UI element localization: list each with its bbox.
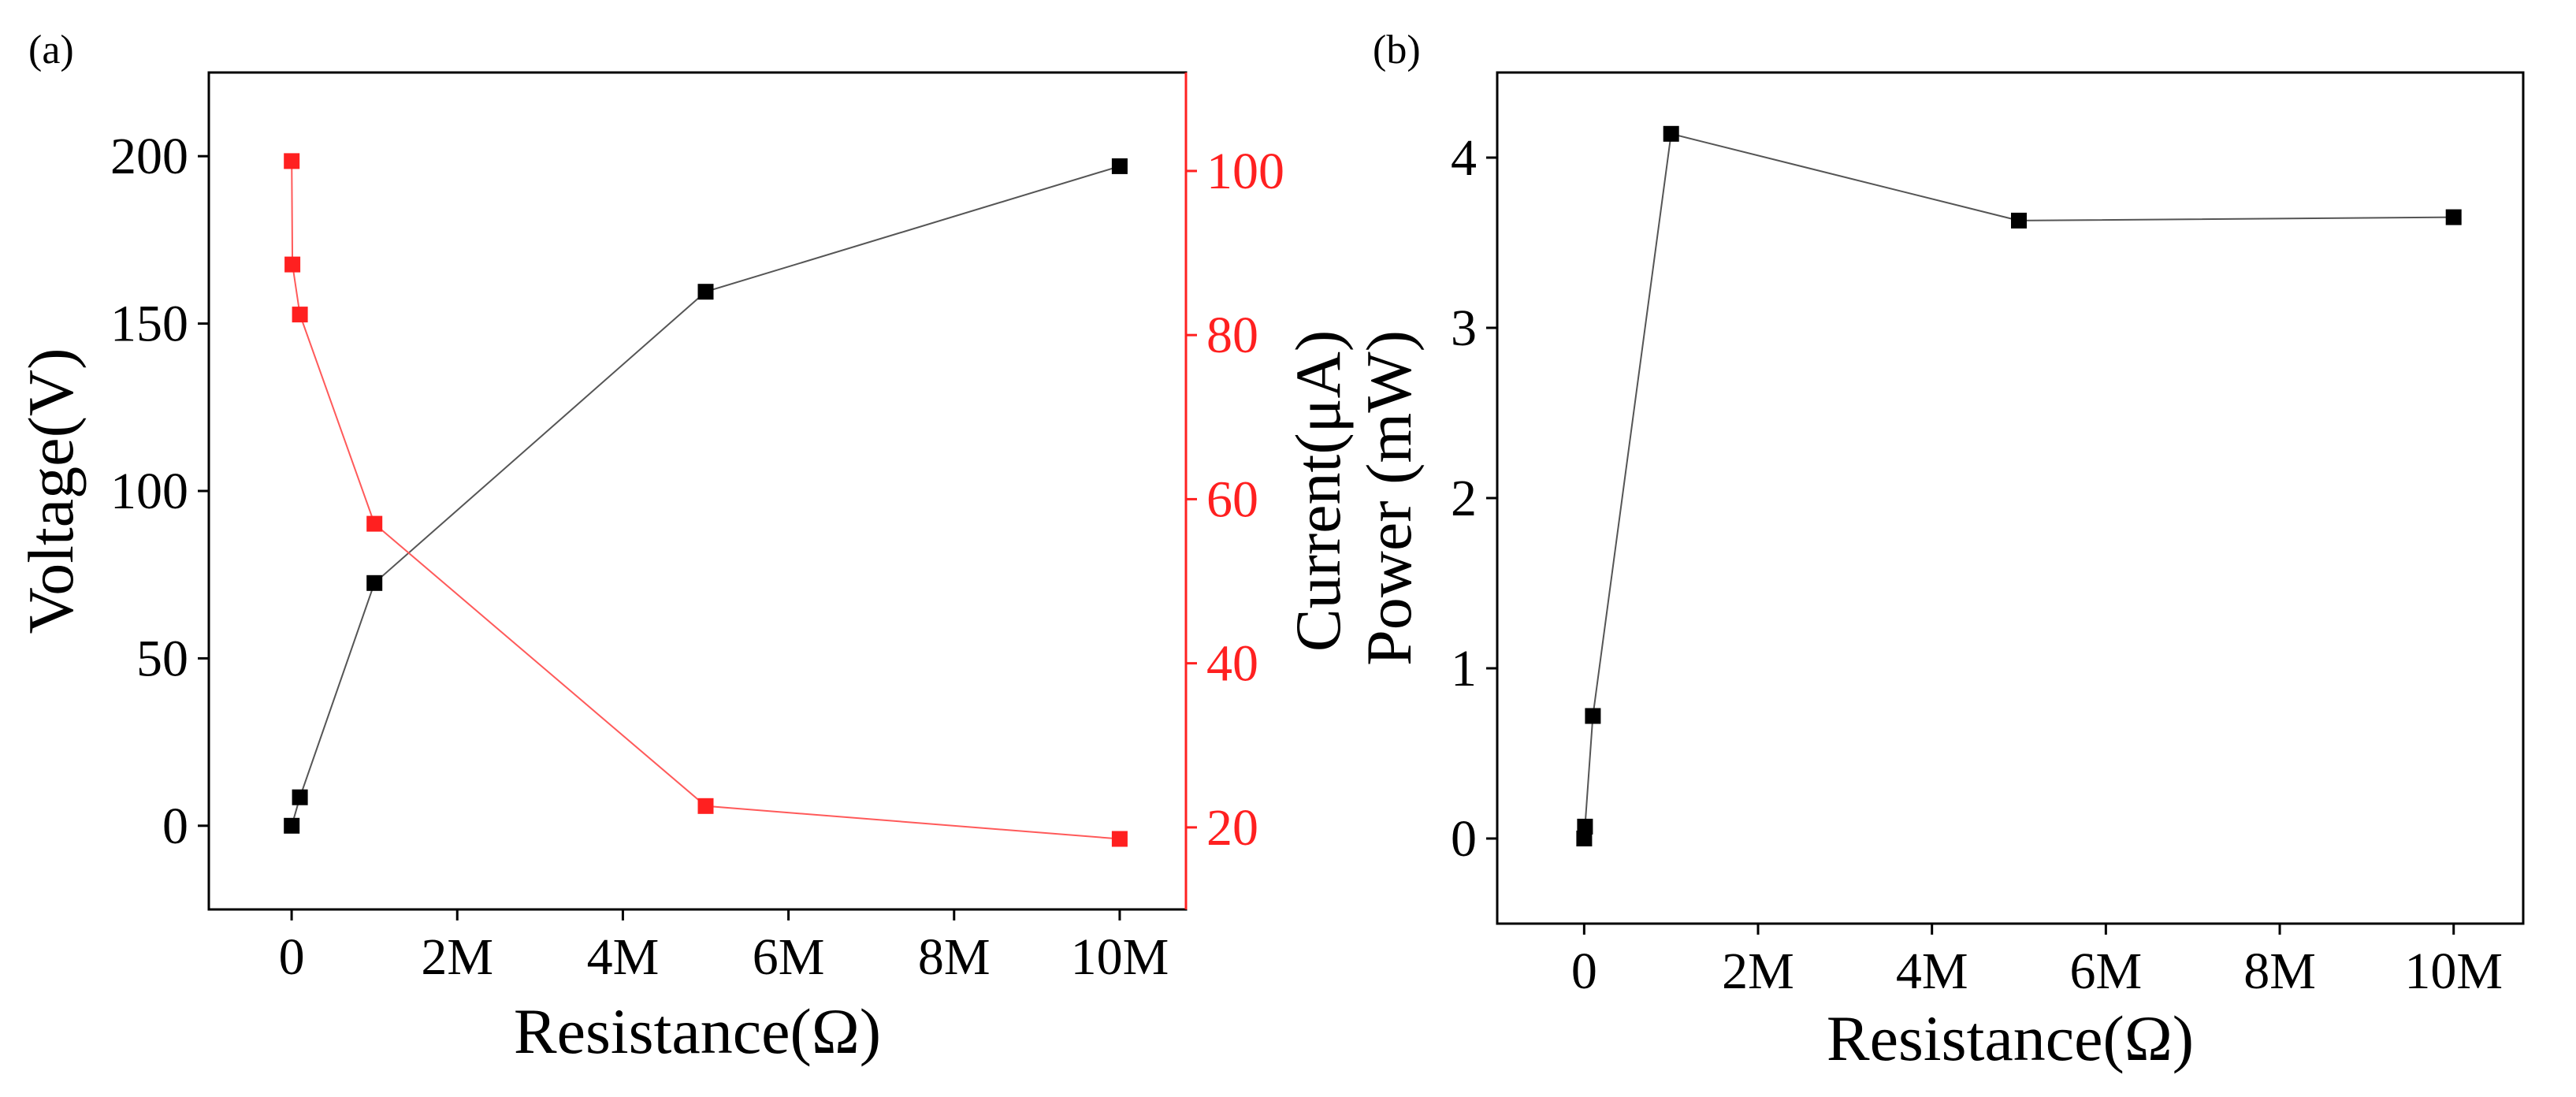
panel-a-current-point [284, 153, 300, 169]
panel-b-label: (b) [1373, 28, 1421, 73]
panel-a-y-axis-title: Voltage(V) [15, 348, 87, 634]
panel-b-x-tick-label: 6M [2070, 943, 2143, 1000]
panel-a-x-tick-label: 8M [918, 928, 991, 986]
panel-a-plot-frame [207, 71, 1188, 911]
panel-b-power-point [1663, 125, 1679, 142]
panel-a-y2-tick-label: 100 [1206, 143, 1284, 200]
panel-a-label: (a) [28, 28, 74, 73]
panel-a-y2-tick-label: 20 [1206, 799, 1258, 857]
panel-a-current-point [366, 515, 383, 532]
panel-b-power-point [1577, 818, 1593, 835]
panel-a-x-tick-label: 10M [1071, 928, 1169, 986]
panel-a-x-ticks: 0 2M 4M 6M 8M 10M [279, 909, 1169, 986]
panel-a-x-tick-label: 6M [753, 928, 825, 986]
panel-a-voltage-line [291, 165, 1121, 827]
panel-a-voltage-point [292, 789, 308, 805]
panel-b-x-tick-label: 8M [2243, 943, 2316, 1000]
panel-a-series [284, 153, 1128, 847]
panel-b-y-tick-label: 1 [1451, 640, 1477, 697]
panel-b-power-point [1576, 831, 1593, 846]
panel-a-voltage-point [697, 284, 714, 300]
panel-a-x-tick-label: 2M [421, 928, 493, 986]
panel-a-current-point [1111, 831, 1128, 847]
panel-b-power-point [2445, 209, 2462, 225]
panel-b-power-point [2011, 212, 2027, 229]
panel-a-voltage-point [284, 817, 300, 834]
panel-b-series [1576, 125, 2462, 846]
panel-a-x-axis-title: Resistance(Ω) [514, 995, 881, 1067]
panel-a-y2-ticks: 20 40 60 80 100 [1186, 143, 1284, 857]
panel-b-y-tick-label: 3 [1451, 299, 1477, 357]
panel-a: (a) 0 2M 4M 6M 8M 10M 0 50 100 150 200 20 40 60 80 10… [15, 28, 1354, 1067]
panel-b-x-ticks: 0 2M 4M 6M 8M 10M [1571, 924, 2503, 1000]
panel-b-x-tick-label: 2M [1722, 943, 1794, 1000]
panel-a-y-tick-label: 200 [110, 128, 188, 185]
panel-a-current-point [284, 256, 301, 273]
panel-b-x-tick-label: 10M [2404, 943, 2503, 1000]
panel-b-power-point [1585, 708, 1601, 724]
panel-a-y-tick-label: 150 [110, 296, 188, 353]
panel-b-y-ticks: 0 1 2 3 4 [1451, 129, 1497, 868]
panel-b-y-axis-title: Power (mW) [1353, 330, 1425, 666]
panel-a-x-tick-label: 4M [587, 928, 660, 986]
panel-a-y-ticks: 0 50 100 150 200 [110, 128, 209, 855]
panel-a-voltage-point [366, 575, 383, 591]
panel-b-plot-frame [1496, 71, 2525, 925]
panel-a-y2-tick-label: 40 [1206, 635, 1258, 693]
panel-b-x-axis-title: Resistance(Ω) [1827, 1002, 2194, 1074]
panel-b-y-tick-label: 0 [1451, 810, 1477, 868]
panel-b-y-tick-label: 4 [1451, 129, 1477, 187]
panel-a-y2-tick-label: 80 [1206, 307, 1258, 364]
panel-a-current-point [697, 798, 714, 814]
panel-a-current-line [291, 161, 1120, 840]
panel-a-y2-axis-title: Current(μA) [1282, 330, 1354, 652]
panel-a-voltage-point [1111, 158, 1128, 174]
panel-a-y-tick-label: 100 [110, 463, 188, 520]
panel-a-current-point [292, 307, 308, 323]
panel-b-x-tick-label: 4M [1896, 943, 1968, 1000]
panel-a-y-tick-label: 0 [162, 798, 188, 855]
panel-a-y2-tick-label: 60 [1206, 470, 1258, 528]
panel-b-y-tick-label: 2 [1451, 470, 1477, 527]
panel-a-x-tick-label: 0 [279, 928, 305, 986]
panel-b: (b) 0 2M 4M 6M 8M 10M 0 1 2 3 4 Resistance(Ω) Pow… [1353, 28, 2525, 1074]
panel-a-y-tick-label: 50 [136, 630, 188, 687]
panel-b-power-line [1583, 132, 2454, 839]
panel-b-x-tick-label: 0 [1571, 943, 1597, 1000]
